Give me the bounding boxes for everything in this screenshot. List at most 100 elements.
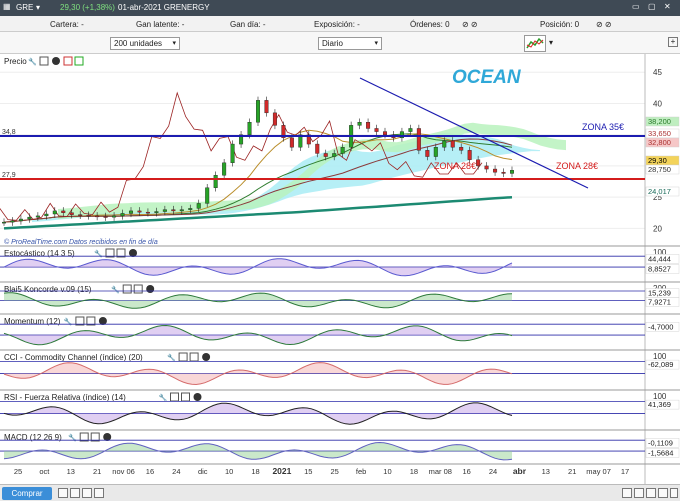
posicion-label: Posición: 0 [540,20,580,29]
ticker-label[interactable]: GRE [16,3,34,12]
price-plot-area [0,91,566,230]
price-change: 29,30 (+1,38%) [60,3,115,12]
x-tick-label: 18 [251,467,259,476]
candle-body [247,122,252,135]
indicator-line [3,362,513,386]
date-instrument: 01-abr-2021 GRENERGY [118,3,210,12]
candle-body [239,134,244,145]
candle-body [315,143,320,154]
window-menu-icon[interactable]: ▦ [3,2,11,11]
panel-close-icon [98,317,107,325]
panel-close-icon [103,433,112,441]
panel-window-icon [105,248,115,258]
panel-close-icon [129,249,137,257]
indicator-tick: 100 [653,248,667,257]
candle-body [459,146,464,151]
tool-icon[interactable] [82,488,92,498]
posicion-icon[interactable]: ⊘ ⊘ [596,20,612,29]
zone-28-label-right: ZONA 28€ [556,161,598,171]
panel-window-icon [178,352,188,362]
indicator-value-tag [645,254,680,264]
close-icon[interactable]: ✕ [664,2,671,11]
panel-close-icon [146,285,155,293]
y-tick-label: 20 [653,224,662,233]
panel-window-icon [90,432,100,442]
price-tag [645,116,680,127]
candle-body [78,214,83,216]
panel-window-icon [75,316,85,326]
indicator-label: MACD (12 26 9) [4,433,62,442]
x-tick-label: mar 08 [429,467,452,476]
candle-body [222,162,227,176]
units-select[interactable]: 200 unidades ▾ [110,37,180,50]
indicator-value-label: 15,239 [648,289,671,298]
maximize-icon[interactable]: ▢ [648,2,656,11]
buy-button[interactable]: Comprar [2,487,52,500]
candle-body [510,170,515,174]
indicator-area [4,292,512,309]
chart-toolbar: 200 unidades ▾ Diario ▾ ▾ + [0,32,680,54]
zone-line-label: 34,8 [2,129,16,136]
candle-body [272,112,277,126]
ganancia-latente-label: Gan latente: - [136,20,185,29]
indicator-value-tag [645,448,680,458]
indicator-line [3,402,513,425]
candle-body [501,171,506,174]
indicator-line [3,258,513,277]
ichimoku-cloud-cyan [32,132,540,223]
price-tag [645,164,680,175]
indicator-panel: MACD (12 26 9) 🔧 -0,1109 -1,5684 [0,429,680,461]
candle-body [61,210,66,213]
add-panel-icon[interactable]: + [668,37,678,47]
indicator-panel: RSI - Fuerza Relativa (índice) (14) 🔧 1004… [0,389,680,425]
chevron-down-icon[interactable]: ▾ [36,3,41,12]
trend-line [359,77,589,189]
x-tick-label: 16 [462,467,470,476]
minimize-icon[interactable]: ▭ [632,2,640,11]
x-tick-label: 18 [410,467,418,476]
zoom-icon[interactable] [634,488,644,498]
candle-body [332,153,337,157]
tool-icon[interactable] [94,488,104,498]
panel-window-icon [86,316,96,326]
panel-window-icon [122,284,132,294]
candle-body [171,209,176,212]
indicator-value-tag [645,322,680,332]
tool-icon[interactable] [58,488,68,498]
candle-body [256,100,261,123]
candle-body [188,208,193,210]
price-tag [645,137,680,148]
tool-icon[interactable] [70,488,80,498]
candle-body [120,213,125,217]
ordenes-label: Órdenes: 0 [410,20,450,29]
settings-icon[interactable] [670,488,678,498]
panel-window-icon [170,392,179,402]
chevron-down-icon[interactable]: ▾ [549,38,554,47]
chart-type-icon[interactable] [524,35,546,52]
scroll-icon[interactable] [646,488,656,498]
candle-body [179,209,184,212]
indicator-value-tag [645,399,680,410]
y-tick-label: 25 [653,193,662,202]
y-tick-label: 45 [653,68,662,77]
chevron-down-icon: ▾ [374,40,378,47]
period-select[interactable]: Diario ▾ [318,37,382,50]
wrench-icon: 🔧 [159,393,168,402]
x-tick-label: 24 [489,467,497,476]
panel-close-icon [52,57,60,65]
candle-body [44,213,49,217]
ichimoku-cloud-green [58,122,566,219]
zoom-icon[interactable] [622,488,632,498]
ordenes-icon[interactable]: ⊘ ⊘ [462,20,478,29]
indicator-panels: Estocástico (14 3 5) 🔧 10044,4448,8527Blai… [0,245,680,465]
scroll-icon[interactable] [658,488,668,498]
indicator-value-label: -4,7000 [648,322,673,331]
indicator-panel: CCI - Commodity Channel (índice) (20) 🔧 10… [0,349,680,386]
zone-line-label: 27,9 [2,172,16,179]
indicator-label: Momentum (12) [4,317,61,326]
indicator-value-tag [645,297,680,307]
panel-window-icon [189,352,199,362]
candle-body [154,211,159,213]
indicator-value-label: 44,444 [648,254,671,263]
